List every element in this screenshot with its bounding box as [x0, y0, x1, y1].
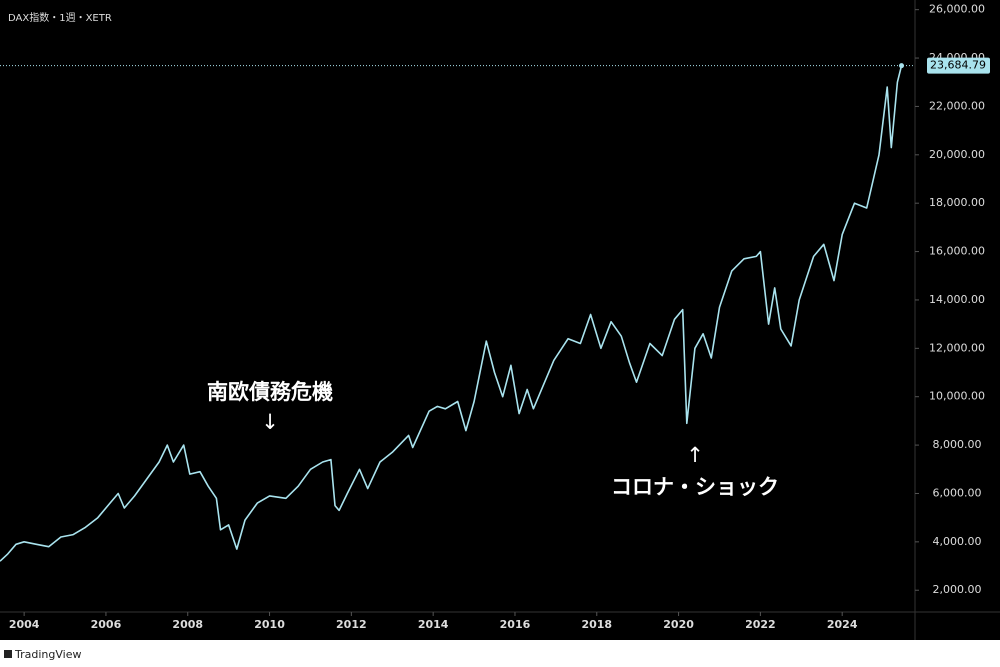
price-line — [0, 65, 903, 562]
y-tick-label: 18,000.00 — [929, 196, 985, 209]
x-tick-label: 2012 — [336, 618, 367, 631]
x-tick-label: 2022 — [745, 618, 776, 631]
y-tick-label: 16,000.00 — [929, 245, 985, 258]
last-point — [899, 63, 905, 69]
x-tick-label: 2014 — [418, 618, 449, 631]
logo-mark — [4, 650, 12, 658]
footer: TradingView — [14, 648, 81, 661]
y-tick-label: 8,000.00 — [933, 438, 982, 451]
y-tick-label: 12,000.00 — [929, 341, 985, 354]
last-price-box — [927, 57, 990, 74]
y-tick-label: 14,000.00 — [929, 293, 985, 306]
logo: TradingView — [4, 648, 81, 661]
x-tick-label: 2006 — [91, 618, 122, 631]
y-tick-label: 6,000.00 — [933, 486, 982, 499]
x-tick-label: 2024 — [827, 618, 858, 631]
y-tick-label: 2,000.00 — [933, 583, 982, 596]
annotation: 南欧債務危機 — [207, 380, 333, 404]
x-tick-label: 2010 — [254, 618, 285, 631]
x-tick-label: 2020 — [663, 618, 694, 631]
y-tick-label: 26,000.00 — [929, 3, 985, 16]
background — [0, 0, 1000, 640]
x-tick-label: 2016 — [500, 618, 531, 631]
y-tick-label: 22,000.00 — [929, 99, 985, 112]
x-tick-label: 2008 — [172, 618, 203, 631]
annotation-arrow: ↓ — [261, 410, 279, 434]
x-tick-label: 2004 — [9, 618, 40, 631]
y-tick-label: 10,000.00 — [929, 390, 985, 403]
last-price-label: 23,684.79 — [930, 59, 986, 72]
annotation-arrow: ↑ — [686, 443, 704, 467]
x-tick-label: 2018 — [581, 618, 612, 631]
y-tick-label: 4,000.00 — [933, 535, 982, 548]
chart-title: DAX指数・1週・XETR — [8, 11, 112, 24]
annotation: コロナ・ショック — [611, 475, 779, 499]
y-tick-label: 20,000.00 — [929, 148, 985, 161]
